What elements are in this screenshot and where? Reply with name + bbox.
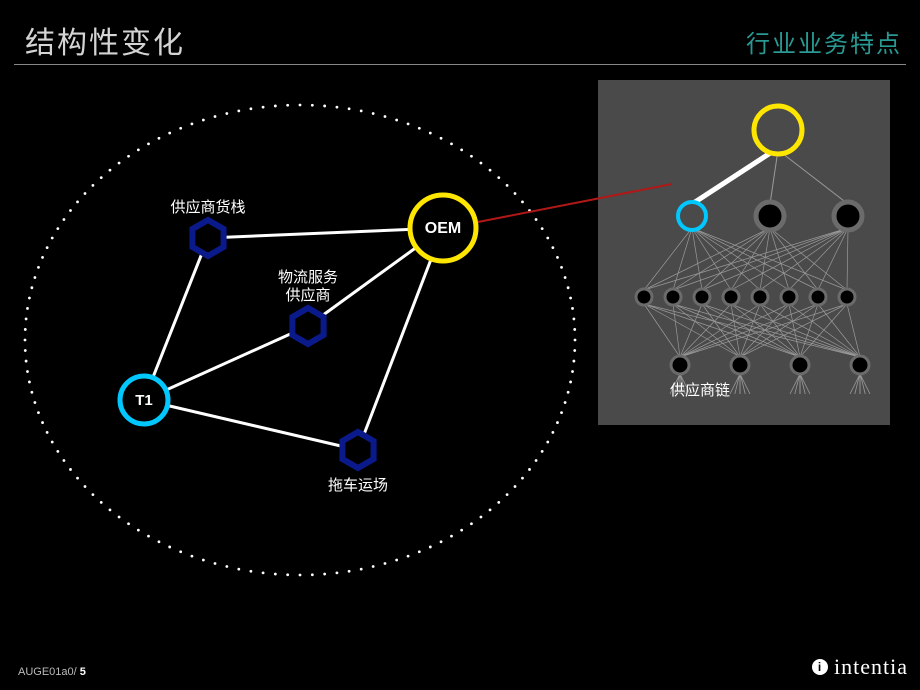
tree-tier3-3 [851,356,869,374]
tree-root [754,106,802,154]
panel-label: 供应商链 [670,381,730,399]
tree-tier1-0 [678,202,706,230]
footer-code: AUGE01a0/ 5 [18,666,86,678]
brand-icon: i [812,659,828,675]
tree-tier2-6 [810,289,826,305]
tree-tier2-7 [839,289,855,305]
footer-code-text: AUGE01a0/ [18,666,77,678]
tree-tier2-3 [723,289,739,305]
footer-page: 5 [80,666,86,678]
tree-tier3-0 [671,356,689,374]
tree-tier2-5 [781,289,797,305]
slide: 结构性变化 行业业务特点 OEMT1供应商货栈物流服务供应商拖车运场供应商链 A… [0,0,920,690]
footer-brand: i intentia [812,654,908,680]
diagram-canvas: OEM T1 供应商货栈物流服务供应商拖车运场 供应商链 [0,0,920,690]
node-trailer [342,432,373,468]
tree-tier2-2 [694,289,710,305]
node-logistics [292,308,323,344]
tree-tier2-0 [636,289,652,305]
label-oem: OEM [425,220,461,237]
brand-text: intentia [834,654,908,680]
edge [358,228,443,450]
label-logistics: 物流服务 [278,269,338,286]
tree-tier1-1 [756,202,784,230]
tree-tier3-2 [791,356,809,374]
tree-tier3-1 [731,356,749,374]
label-supplier: 供应商货栈 [170,198,245,216]
tree-tier2-1 [665,289,681,305]
label-logistics: 供应商 [285,286,330,304]
edge [144,400,358,450]
node-supplier [192,220,223,256]
label-trailer: 拖车运场 [328,477,388,494]
tree-tier1-2 [834,202,862,230]
tree-tier2-4 [752,289,768,305]
label-t1: T1 [135,392,153,409]
